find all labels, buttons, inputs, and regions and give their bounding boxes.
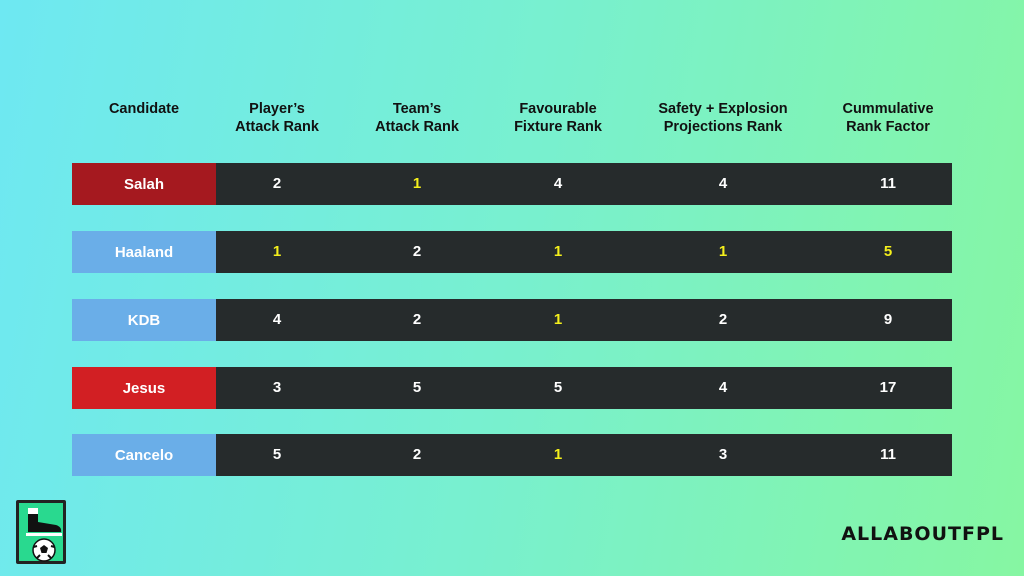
boot-and-football-icon bbox=[16, 500, 66, 564]
rank-cell-favourable-fixture-rank: 5 bbox=[553, 379, 563, 396]
candidate-name: Haaland bbox=[72, 231, 216, 273]
candidate-name: Cancelo bbox=[72, 434, 216, 476]
table-row: Haaland 1 2 1 1 5 bbox=[72, 231, 952, 273]
rank-cell-teams-attack-rank: 1 bbox=[412, 175, 422, 192]
column-header-teams-attack-rank: Team’s Attack Rank bbox=[375, 101, 459, 135]
brand-wordmark: ALLABOUTFPL bbox=[841, 523, 1004, 545]
rank-cell-favourable-fixture-rank: 4 bbox=[553, 175, 563, 192]
column-header-players-attack-rank: Player’s Attack Rank bbox=[235, 101, 319, 135]
table-row: Jesus 3 5 5 4 17 bbox=[72, 367, 952, 409]
table-row: KDB 4 2 1 2 9 bbox=[72, 299, 952, 341]
column-header-favourable-fixture-rank: Favourable Fixture Rank bbox=[514, 101, 602, 135]
rank-cell-teams-attack-rank: 2 bbox=[412, 243, 422, 260]
rank-cell-favourable-fixture-rank: 1 bbox=[553, 311, 563, 328]
rank-cell-cumulative-rank-factor: 9 bbox=[883, 311, 893, 328]
column-header-cumulative-rank-factor: Cummulative Rank Factor bbox=[842, 101, 934, 135]
rank-cell-cumulative-rank-factor: 11 bbox=[880, 446, 896, 463]
rank-cell-safety-explosion-projections-rank: 2 bbox=[718, 311, 728, 328]
table-row: Cancelo 5 2 1 3 11 bbox=[72, 434, 952, 476]
rank-cell-players-attack-rank: 5 bbox=[272, 446, 282, 463]
candidate-name: KDB bbox=[72, 299, 216, 341]
candidate-name: Jesus bbox=[72, 367, 216, 409]
candidate-name: Salah bbox=[72, 163, 216, 205]
column-header-safety-explosion-projections-rank: Safety + Explosion Projections Rank bbox=[658, 101, 788, 135]
table-header: Candidate Player’s Attack Rank Team’s Atta… bbox=[72, 100, 952, 140]
column-header-candidate: Candidate bbox=[108, 101, 180, 117]
rank-cell-safety-explosion-projections-rank: 4 bbox=[718, 379, 728, 396]
rank-cell-favourable-fixture-rank: 1 bbox=[553, 446, 563, 463]
rank-cell-safety-explosion-projections-rank: 3 bbox=[718, 446, 728, 463]
rank-cell-cumulative-rank-factor: 11 bbox=[880, 175, 896, 192]
rank-cell-players-attack-rank: 2 bbox=[272, 175, 282, 192]
rank-cell-safety-explosion-projections-rank: 1 bbox=[718, 243, 728, 260]
rank-cell-players-attack-rank: 1 bbox=[272, 243, 282, 260]
rank-cell-favourable-fixture-rank: 1 bbox=[553, 243, 563, 260]
rank-cell-teams-attack-rank: 2 bbox=[412, 446, 422, 463]
table-row: Salah 2 1 4 4 11 bbox=[72, 163, 952, 205]
rank-cell-players-attack-rank: 3 bbox=[272, 379, 282, 396]
rank-cell-safety-explosion-projections-rank: 4 bbox=[718, 175, 728, 192]
rank-cell-teams-attack-rank: 2 bbox=[412, 311, 422, 328]
rank-cell-cumulative-rank-factor: 17 bbox=[879, 379, 897, 396]
rank-cell-cumulative-rank-factor: 5 bbox=[883, 243, 893, 260]
rank-cell-players-attack-rank: 4 bbox=[272, 311, 282, 328]
rank-cell-teams-attack-rank: 5 bbox=[412, 379, 422, 396]
